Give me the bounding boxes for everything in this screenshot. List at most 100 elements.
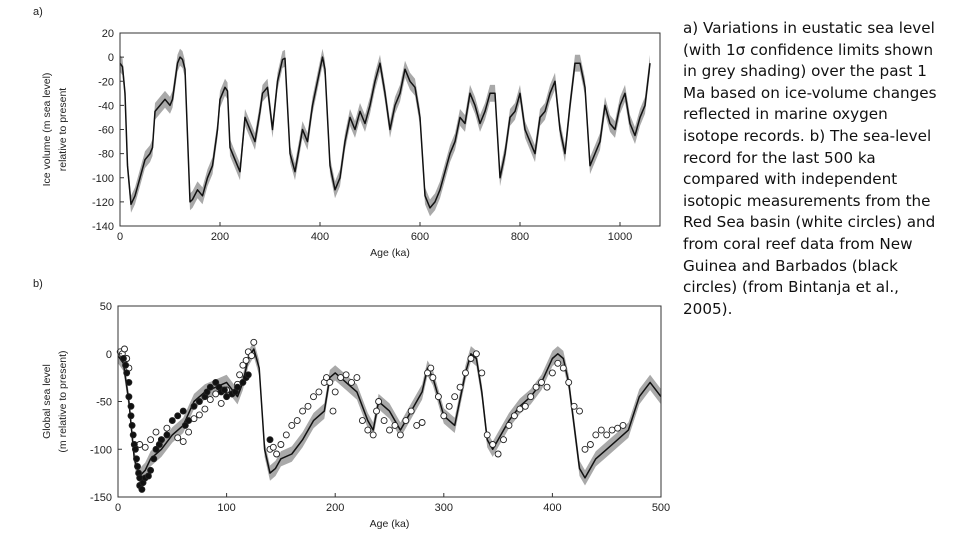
red-sea-point [358, 417, 366, 425]
red-sea-point [217, 399, 225, 407]
y-tick-label: -20 [98, 76, 114, 88]
red-sea-point [248, 352, 256, 360]
coral-reef-point [125, 378, 133, 386]
red-sea-point [505, 421, 513, 429]
red-sea-point [293, 417, 301, 425]
coral-reef-point [212, 378, 220, 386]
coral-reef-point [168, 417, 176, 425]
y-tick-label: -50 [96, 397, 112, 409]
x-tick-label: 600 [411, 231, 429, 243]
coral-reef-point [144, 472, 152, 480]
red-sea-point [543, 383, 551, 391]
red-sea-point [206, 396, 214, 404]
coral-reef-point [206, 383, 214, 391]
red-sea-point [242, 356, 250, 364]
coral-reef-point [147, 466, 155, 474]
y-axis-label-line1: Ice volume (m sea level) [41, 73, 53, 187]
red-sea-point [386, 426, 393, 434]
red-sea-point [396, 431, 404, 439]
y-tick-label: 0 [108, 52, 114, 64]
coral-reef-point [179, 407, 187, 415]
y-tick-label: 50 [100, 301, 112, 313]
x-tick-label: 0 [115, 502, 121, 514]
red-sea-point [619, 421, 627, 429]
y-axis-label-line2: (m relative to present) [57, 350, 69, 452]
red-sea-point [147, 436, 155, 444]
coral-reef-point [131, 445, 139, 453]
x-axis-label: Age (ka) [370, 247, 410, 259]
coral-reef-point [195, 398, 203, 405]
coral-reef-points [119, 355, 274, 493]
red-sea-point [391, 421, 399, 429]
red-sea-point [614, 424, 622, 432]
red-sea-point [548, 369, 556, 377]
red-sea-point [329, 407, 337, 415]
red-sea-point [121, 345, 128, 353]
coral-reef-point [234, 383, 241, 391]
red-sea-point [472, 350, 480, 358]
red-sea-point [402, 417, 410, 425]
red-sea-point [418, 419, 426, 426]
red-sea-point [597, 426, 605, 434]
coral-reef-point [174, 412, 182, 420]
red-sea-point [304, 402, 312, 410]
red-sea-point [424, 369, 431, 377]
coral-reef-point [125, 393, 133, 401]
red-sea-point [179, 438, 187, 446]
red-sea-point [337, 374, 345, 382]
red-sea-point [434, 393, 442, 401]
confidence-band [118, 341, 661, 486]
y-tick-label: -80 [98, 149, 114, 161]
coral-reef-point [129, 431, 137, 439]
y-tick-label: -60 [98, 125, 114, 137]
red-sea-point [152, 428, 160, 436]
red-sea-point [494, 450, 502, 458]
red-sea-point [527, 393, 535, 401]
red-sea-point [565, 378, 573, 386]
red-sea-point [554, 359, 562, 367]
red-sea-point [323, 374, 330, 382]
red-sea-point [500, 436, 507, 444]
coral-reef-point [127, 412, 135, 420]
coral-reef-point [157, 436, 165, 444]
red-sea-point [326, 378, 334, 386]
coral-reef-point [123, 369, 131, 377]
coral-reef-point [203, 388, 211, 396]
red-sea-point [456, 383, 464, 391]
red-sea-point [586, 441, 594, 448]
red-sea-point [364, 426, 372, 434]
red-sea-point [445, 402, 453, 410]
red-sea-point [467, 355, 475, 362]
red-sea-point [532, 383, 540, 391]
red-sea-point [277, 441, 285, 448]
red-sea-point [407, 407, 415, 415]
red-sea-point [239, 361, 247, 369]
red-sea-point [353, 374, 361, 382]
x-tick-label: 500 [652, 502, 670, 514]
red-sea-point [141, 443, 149, 451]
coral-reef-point [190, 402, 198, 410]
y-tick-label: -100 [90, 444, 112, 456]
x-tick-label: 400 [311, 231, 329, 243]
red-sea-point [185, 428, 193, 436]
red-sea-point [462, 369, 469, 377]
red-sea-point [603, 431, 611, 439]
panel-a: a)0 200 400 600 800 1000200-20-40-60-80-100-1… [33, 6, 661, 259]
red-sea-point [331, 388, 339, 396]
red-sea-point [195, 411, 203, 419]
y-axis-label-line2: relative to present [57, 88, 69, 172]
red-sea-point [174, 434, 182, 442]
red-sea-point [559, 364, 567, 372]
x-tick-label: 1000 [608, 231, 632, 243]
red-sea-point [510, 412, 518, 420]
panel-label: b) [33, 278, 43, 290]
coral-reef-point [119, 355, 127, 362]
red-sea-point [516, 405, 524, 413]
red-sea-point [369, 431, 377, 439]
coral-reef-point [185, 417, 193, 425]
red-sea-point [483, 431, 491, 439]
red-sea-point [288, 421, 296, 429]
coral-reef-point [138, 485, 146, 493]
red-sea-point [373, 407, 380, 415]
